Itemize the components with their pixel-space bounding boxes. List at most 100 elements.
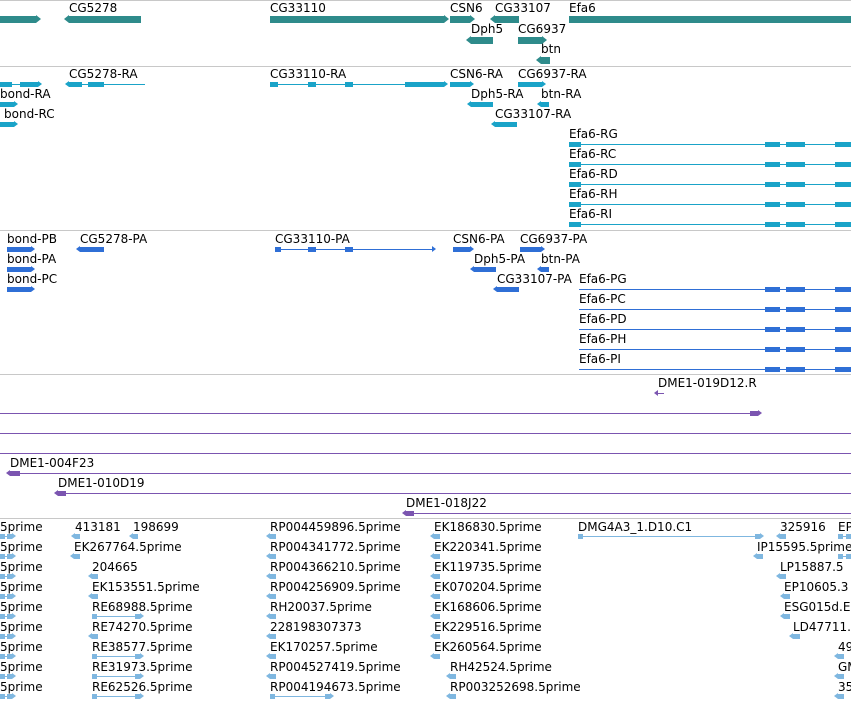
ests-label[interactable]: RE31973.5prime: [92, 660, 193, 674]
mrnas-label[interactable]: Efa6-RI: [569, 207, 613, 221]
proteins-label[interactable]: Dph5-PA: [474, 252, 526, 266]
proteins-label[interactable]: btn-PA: [541, 252, 580, 266]
proteins-label[interactable]: Efa6-PH: [579, 332, 627, 346]
ests-label[interactable]: RP004459896.5prime: [270, 520, 401, 534]
ests-label[interactable]: RP004341772.5prime: [270, 540, 401, 554]
ests-label[interactable]: DMG4A3_1.D10.C1: [578, 520, 693, 534]
proteins-label[interactable]: Efa6-PD: [579, 312, 627, 326]
proteins-label[interactable]: CG33110-PA: [275, 232, 350, 246]
ests-label[interactable]: EK186830.5prime: [434, 520, 542, 534]
ests-label[interactable]: 228198307373: [270, 620, 362, 634]
arrow-left-icon: [789, 633, 793, 639]
genes-label[interactable]: Efa6: [569, 1, 596, 15]
genes-label[interactable]: CG5278: [69, 1, 118, 15]
arrow-left-icon: [834, 673, 838, 679]
mrnas-label[interactable]: Dph5-RA: [471, 87, 524, 101]
proteins-label[interactable]: CG6937-PA: [520, 232, 588, 246]
ests-label[interactable]: 5prime: [0, 580, 43, 594]
proteins-label[interactable]: bond-PA: [7, 252, 57, 266]
feature-line: [838, 556, 851, 557]
feature-block: [7, 574, 12, 579]
ests-label[interactable]: EP10605.3: [784, 580, 849, 594]
ests-label[interactable]: RP004366210.5prime: [270, 560, 401, 574]
genes-label[interactable]: CG33110: [270, 1, 326, 15]
proteins-label[interactable]: Efa6-PG: [579, 272, 627, 286]
proteins-label[interactable]: Efa6-PC: [579, 292, 626, 306]
ests-label[interactable]: RP004527419.5prime: [270, 660, 401, 674]
ests-label[interactable]: LP15887.5: [780, 560, 844, 574]
ests-label[interactable]: RH20037.5prime: [270, 600, 372, 614]
ests-label[interactable]: 5prime: [0, 620, 43, 634]
ests-label[interactable]: RP003252698.5prime: [450, 680, 581, 694]
ests-label[interactable]: ESG015d.E: [784, 600, 851, 614]
genes-label[interactable]: Dph5: [471, 22, 504, 36]
proteins-label[interactable]: bond-PB: [7, 232, 57, 246]
ests-label[interactable]: RE68988.5prime: [92, 600, 193, 614]
ests-label[interactable]: 5prime: [0, 560, 43, 574]
mrnas-label[interactable]: Efa6-RG: [569, 127, 618, 141]
proteins-label[interactable]: CG5278-PA: [80, 232, 148, 246]
ests-label[interactable]: EK220341.5prime: [434, 540, 542, 554]
ests-label[interactable]: IP15595.5prime: [757, 540, 851, 554]
ests-label[interactable]: RP004256909.5prime: [270, 580, 401, 594]
ests-label[interactable]: 5prime: [0, 640, 43, 654]
ests-label[interactable]: 198699: [133, 520, 179, 534]
mrnas-label[interactable]: CG33107-RA: [495, 107, 572, 121]
ests-label[interactable]: EK070204.5prime: [434, 580, 542, 594]
genes-label[interactable]: CSN6: [450, 1, 483, 15]
mrnas-label[interactable]: CG5278-RA: [69, 67, 138, 81]
ests-label[interactable]: EP: [838, 520, 851, 534]
ests-label[interactable]: EK267764.5prime: [74, 540, 182, 554]
mrnas-label[interactable]: CG33110-RA: [270, 67, 347, 81]
clones-label[interactable]: DME1-019D12.R: [658, 376, 757, 390]
genes-label[interactable]: CG33107: [495, 1, 551, 15]
ests-label[interactable]: RH42524.5prime: [450, 660, 552, 674]
ests-label[interactable]: RE62526.5prime: [92, 680, 193, 694]
ests-label[interactable]: EK229516.5prime: [434, 620, 542, 634]
ests-label[interactable]: 5prime: [0, 540, 43, 554]
feature-line: [92, 616, 140, 617]
ests-label[interactable]: 204665: [92, 560, 138, 574]
ests-label[interactable]: GM: [838, 660, 851, 674]
genes-label[interactable]: CG6937: [518, 22, 567, 36]
ests-label[interactable]: 5prime: [0, 660, 43, 674]
proteins-label[interactable]: Efa6-PI: [579, 352, 621, 366]
clones-label[interactable]: DME1-010D19: [58, 476, 145, 490]
ests-label[interactable]: 49: [838, 640, 851, 654]
feature-line: [579, 289, 851, 290]
arrow-left-icon: [430, 593, 434, 599]
mrnas-label[interactable]: Efa6-RC: [569, 147, 617, 161]
clones-label[interactable]: DME1-018J22: [406, 496, 487, 510]
mrnas-label[interactable]: bond-RA: [0, 87, 51, 101]
arrow-left-icon: [88, 573, 92, 579]
feature-block: [835, 287, 851, 292]
ests-label[interactable]: LD47711.: [793, 620, 851, 634]
ests-label[interactable]: 325916: [780, 520, 826, 534]
ests-label[interactable]: 413181: [75, 520, 121, 534]
mrnas-label[interactable]: bond-RC: [4, 107, 55, 121]
ests-label[interactable]: 5prime: [0, 520, 43, 534]
ests-label[interactable]: RE74270.5prime: [92, 620, 193, 634]
ests-label[interactable]: 5prime: [0, 680, 43, 694]
ests-label[interactable]: EK168606.5prime: [434, 600, 542, 614]
ests-label[interactable]: RP004194673.5prime: [270, 680, 401, 694]
clones-label[interactable]: DME1-004F23: [10, 456, 95, 470]
ests-label[interactable]: EK260564.5prime: [434, 640, 542, 654]
ests-label[interactable]: RE38577.5prime: [92, 640, 193, 654]
ests-label[interactable]: 35: [838, 680, 851, 694]
ests-label[interactable]: EK153551.5prime: [92, 580, 200, 594]
ests-label[interactable]: EK170257.5prime: [270, 640, 378, 654]
proteins-label[interactable]: bond-PC: [7, 272, 58, 286]
mrnas-label[interactable]: CSN6-RA: [450, 67, 503, 81]
proteins-label[interactable]: CSN6-PA: [453, 232, 505, 246]
mrnas-label[interactable]: btn-RA: [541, 87, 582, 101]
mrnas-label[interactable]: Efa6-RH: [569, 187, 618, 201]
mrnas-label[interactable]: CG6937-RA: [518, 67, 587, 81]
mrnas-label[interactable]: Efa6-RD: [569, 167, 618, 181]
proteins-label[interactable]: CG33107-PA: [497, 272, 572, 286]
feature-block: [765, 162, 780, 167]
ests-label[interactable]: 5prime: [0, 600, 43, 614]
genes-label[interactable]: btn: [541, 42, 561, 56]
ests-label[interactable]: EK119735.5prime: [434, 560, 542, 574]
arrow-right-icon: [140, 653, 144, 659]
